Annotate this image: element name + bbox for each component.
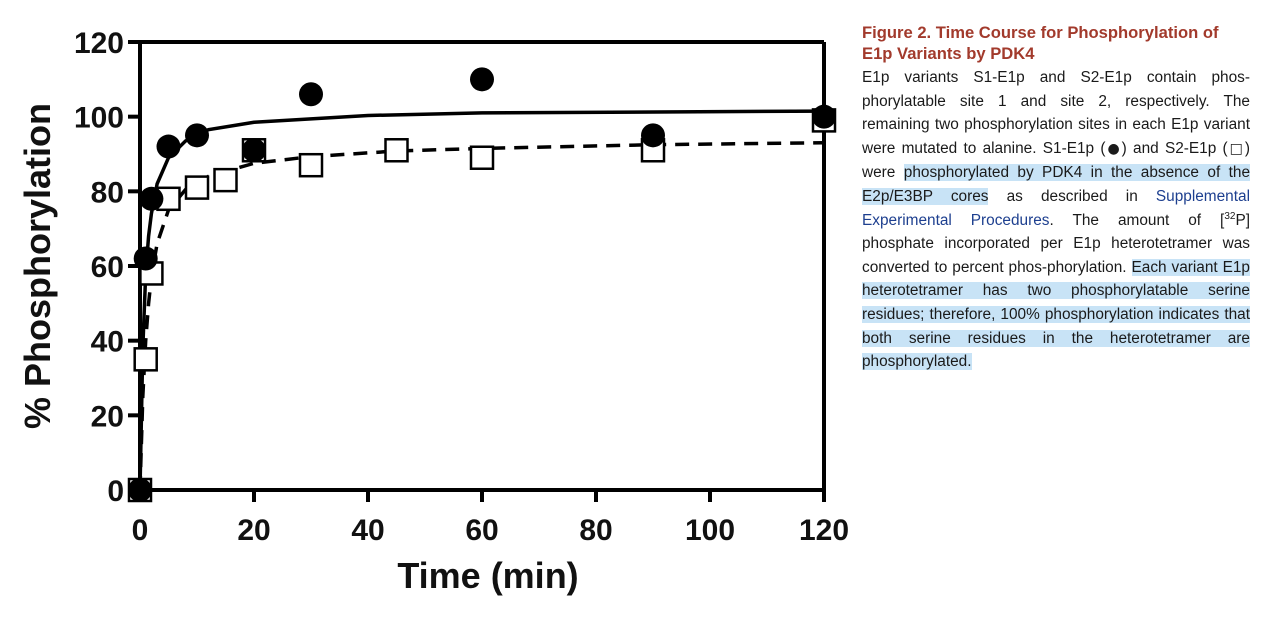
x-axis-label: Time (min) [397,555,578,596]
phosphorylation-chart: % Phosphorylation Time (min) 0 20 40 60 80 10… [17,27,849,596]
open-square-point [298,152,324,178]
caption-text-4: as described in [988,187,1156,205]
open-square-point [213,167,238,193]
filled-circle-point [299,82,323,107]
filled-circle-point [133,246,158,271]
y-tick-label: 40 [91,326,124,359]
x-tick-label: 40 [351,514,384,547]
y-axis-label: % Phosphorylation [17,103,58,429]
caption-text-6: P] phosphate incorporated per E1p hetero… [862,211,1250,276]
filled-circle-point [470,67,494,92]
y-tick-label: 80 [91,176,124,209]
y-tick-label: 120 [74,27,124,60]
y-tick-label: 0 [107,475,124,508]
open-square-icon: □ [1227,140,1245,157]
plot-area: 0 20 40 60 80 100 120 0 20 40 60 80 100 120 [74,27,849,547]
x-tick-label: 60 [465,514,498,547]
x-tick-label: 100 [685,514,735,547]
series-2-fit-line [138,141,825,491]
filled-circle-point [641,123,665,148]
y-tick-label: 60 [91,251,124,284]
open-square-point [469,145,495,170]
open-square-point [133,347,158,372]
caption-text-1: E1p variants S1-E1p and S2-E1p contain p… [862,69,1250,157]
y-axis-title: % Phosphorylation [17,103,58,429]
caption-body: E1p variants S1-E1p and S2-E1p contain p… [862,66,1251,374]
caption-title: Figure 2. Time Course for Phosphorylatio… [862,23,1219,63]
isotope-superscript: 32 [1224,210,1236,222]
y-tick-label: 20 [91,400,124,433]
x-tick-label: 80 [579,514,612,547]
filled-circle-point [242,138,266,163]
figure-caption: Figure 2. Time Course for Phosphorylatio… [862,22,1251,374]
x-tick-label: 0 [132,514,149,547]
filled-circle-point [128,478,152,502]
filled-circle-point [139,186,164,211]
y-tick-label: 100 [74,102,124,135]
filled-circle-icon: ● [1105,140,1122,157]
x-tick-label: 20 [237,514,270,547]
open-square-point [184,175,210,200]
supplemental-procedures-link[interactable]: Supplemental Experimental Procedures [862,187,1250,229]
caption-text-2: ) and S2-E1p ( [1121,139,1228,157]
open-square-point [384,138,409,163]
caption-text-5: . The amount of [ [1049,211,1225,229]
caption-text-3: ) were [862,139,1251,182]
filled-circle-point [156,134,181,159]
filled-circle-point [812,104,836,129]
x-tick-label: 120 [799,514,849,547]
filled-circle-point [185,123,209,148]
